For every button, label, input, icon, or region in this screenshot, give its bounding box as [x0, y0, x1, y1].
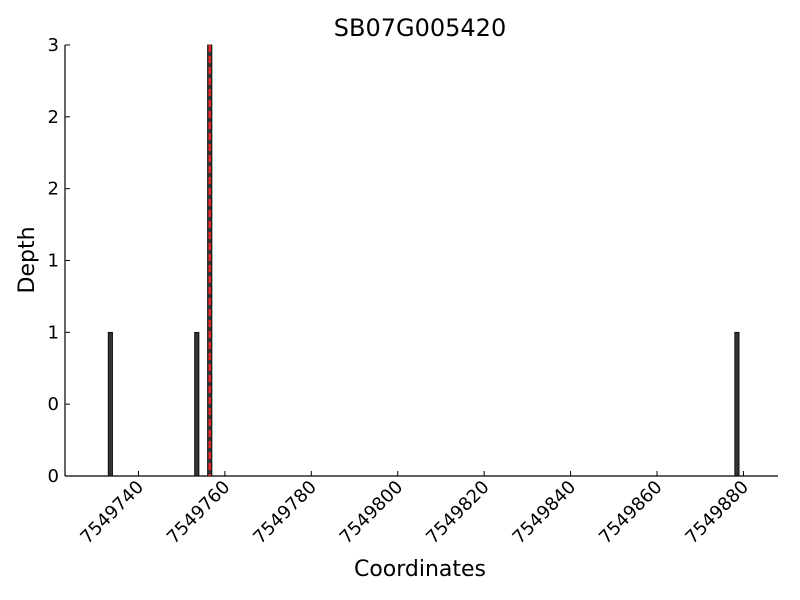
y-axis-label: Depth — [15, 226, 40, 293]
bar — [107, 331, 113, 477]
y-tick-label: 2 — [48, 107, 59, 128]
x-tick-label: 7549880 — [681, 477, 753, 549]
x-tick-label: 7549760 — [163, 477, 235, 549]
y-tick-label: 2 — [48, 179, 59, 200]
x-tick-label: 7549820 — [422, 477, 494, 549]
x-tick-label: 7549740 — [76, 477, 148, 549]
x-tick-label: 7549800 — [336, 477, 408, 549]
y-tick-label: 3 — [48, 35, 59, 56]
bar — [734, 331, 740, 477]
y-tick-label: 0 — [48, 466, 59, 487]
x-tick-label: 7549860 — [595, 477, 667, 549]
chart-title: SB07G005420 — [334, 14, 506, 42]
x-axis-label: Coordinates — [354, 557, 486, 582]
y-tick-label: 1 — [48, 322, 59, 343]
bar — [194, 331, 200, 477]
y-tick-label: 1 — [48, 251, 59, 272]
y-tick-label: 0 — [48, 394, 59, 415]
x-tick-label: 7549840 — [509, 477, 581, 549]
x-tick-label: 7549780 — [249, 477, 321, 549]
